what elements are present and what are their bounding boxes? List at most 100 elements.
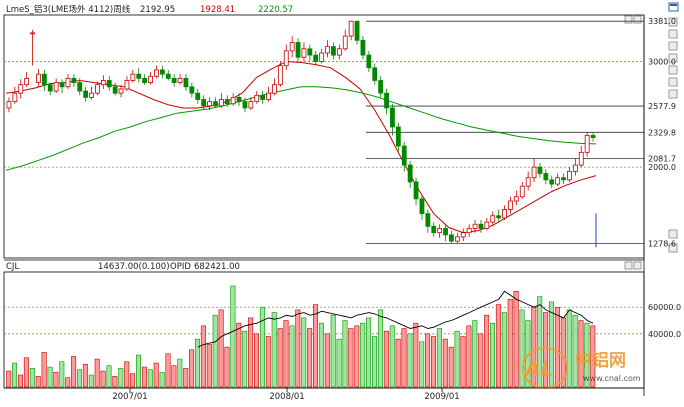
candle — [77, 78, 83, 96]
candle — [513, 190, 519, 206]
candle — [95, 81, 100, 96]
volume-bar — [389, 325, 395, 388]
moving-average-1 — [5, 86, 597, 171]
candle — [443, 224, 448, 242]
volume-bar — [489, 322, 495, 388]
open-interest-line — [197, 290, 594, 348]
volume-bar — [165, 353, 171, 388]
watermark-cn: 中铝网 — [575, 350, 626, 371]
candle — [136, 67, 142, 83]
volume-bar — [88, 374, 94, 388]
right-scale-controls[interactable] — [668, 17, 678, 253]
volume-bar — [171, 365, 177, 388]
volume-bar — [124, 361, 130, 388]
price-panel-controls[interactable] — [624, 15, 642, 24]
candle — [248, 97, 254, 111]
candle — [201, 95, 207, 111]
candle — [419, 194, 425, 221]
candle — [12, 86, 18, 104]
candle — [218, 93, 224, 108]
candle — [59, 79, 65, 94]
volume-panel-controls[interactable] — [624, 261, 642, 270]
candle — [342, 29, 348, 51]
watermark-url: www.cnal.com — [583, 374, 641, 383]
volume-bar — [218, 309, 224, 388]
volume-bar — [206, 344, 212, 388]
x-tick-2: 2009/01 — [424, 392, 459, 402]
volume-bar — [6, 370, 12, 388]
candle — [502, 205, 507, 221]
candle — [195, 88, 201, 104]
candle — [525, 171, 531, 191]
volume-bar — [29, 368, 35, 388]
volume-bar — [271, 312, 277, 388]
candle — [555, 173, 561, 187]
candle — [83, 86, 89, 102]
volume-bar — [289, 325, 295, 388]
candle — [360, 36, 366, 60]
volume-bar — [106, 365, 112, 388]
volume-bar — [354, 325, 360, 388]
volume-bar — [200, 325, 206, 388]
candle — [224, 95, 230, 107]
volume-bar — [554, 306, 560, 388]
last-value: 2192.95 — [140, 5, 175, 15]
candle — [283, 44, 289, 70]
volume-bar — [118, 368, 124, 388]
volume-bar — [371, 336, 377, 388]
candle — [366, 50, 372, 73]
volume-label: CJL — [6, 262, 19, 272]
volume-bar — [183, 368, 189, 388]
candle — [165, 69, 171, 81]
candle — [549, 175, 555, 189]
candle — [24, 72, 30, 87]
volume-bar — [12, 362, 18, 388]
candle — [230, 93, 236, 106]
volume-bar — [454, 330, 460, 388]
candle — [118, 84, 124, 98]
candle — [53, 78, 59, 94]
candle — [572, 158, 578, 176]
volume-bar — [513, 290, 519, 388]
volume-bar — [100, 370, 106, 388]
candle — [325, 40, 330, 58]
volume-bar — [519, 309, 525, 388]
volume-bar — [130, 373, 136, 388]
candle — [407, 160, 413, 189]
candle — [260, 91, 266, 104]
volume-bar — [324, 333, 330, 388]
volume-bar — [495, 304, 501, 388]
chart-settings-icon[interactable] — [668, 2, 679, 12]
oi-label: OPID — [170, 262, 191, 272]
candle — [578, 146, 584, 168]
candle — [177, 74, 183, 85]
volume-bar — [153, 362, 159, 388]
volume-bar — [248, 317, 254, 388]
price-tick-5: 2000.0 — [648, 163, 676, 172]
volume-bar — [448, 346, 454, 388]
volume-bar — [265, 336, 271, 388]
volume-bar — [572, 314, 578, 388]
volume-bar — [230, 285, 236, 388]
candle — [584, 132, 590, 157]
volume-bar — [159, 372, 165, 388]
candle — [36, 68, 41, 87]
candle — [18, 79, 24, 99]
candle — [460, 228, 466, 242]
candle — [207, 97, 212, 111]
volume-bar — [484, 314, 490, 388]
candle — [112, 82, 118, 96]
symbol-title: LmeS_铝3(LME场外 4112)周线 — [6, 4, 131, 15]
volume-bar — [212, 314, 218, 388]
volume-tick-0: 60000.0 — [648, 303, 681, 312]
candle — [395, 122, 401, 153]
candle — [148, 72, 153, 85]
candle — [472, 220, 478, 233]
candle — [425, 209, 431, 233]
volume-bar — [419, 341, 425, 388]
candle — [236, 93, 242, 106]
candle — [331, 42, 336, 60]
candle — [348, 20, 354, 41]
candle — [89, 86, 94, 100]
